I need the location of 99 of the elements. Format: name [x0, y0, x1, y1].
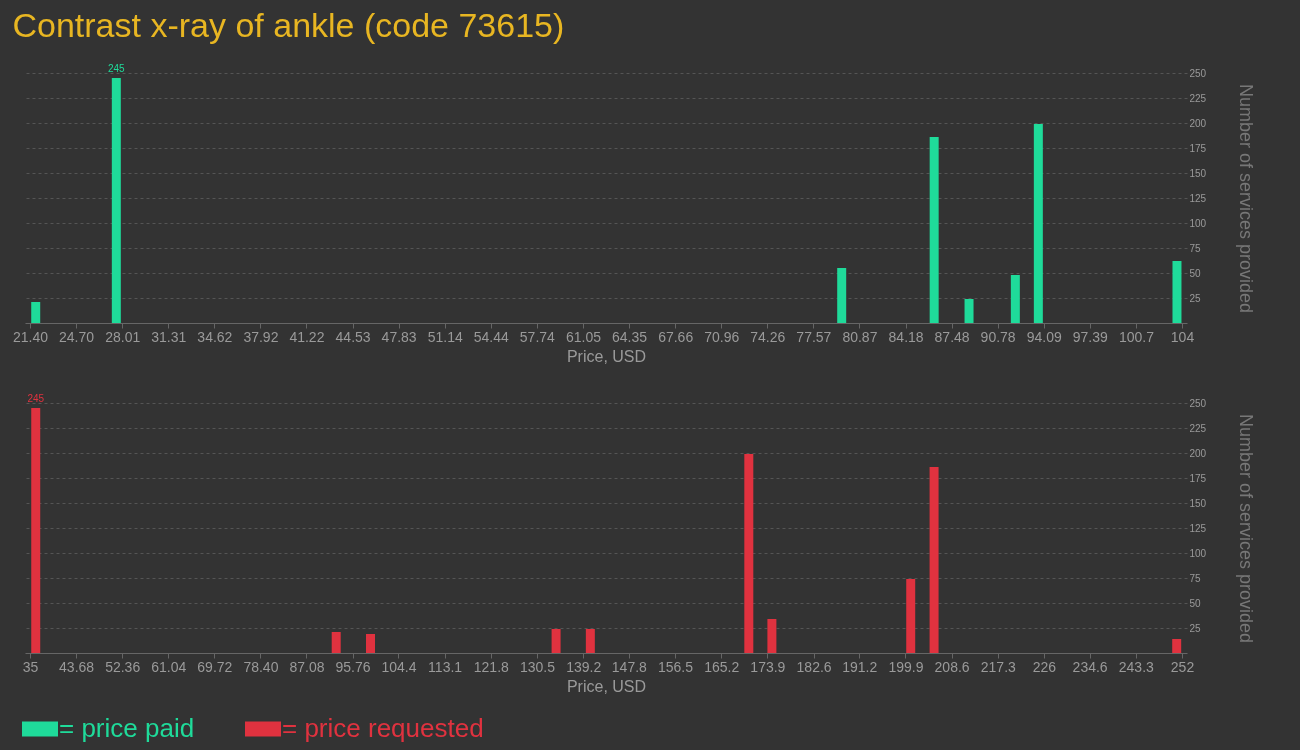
y-axis-title: Number of services provided [1236, 83, 1257, 314]
x-tick-label: 44.53 [335, 328, 371, 345]
x-tick-label: 104.4 [381, 658, 417, 675]
y-tick-label: 25 [1189, 292, 1202, 304]
x-tick-label: 57.74 [519, 328, 556, 345]
x-tick-label: 47.83 [381, 328, 417, 345]
bar [331, 632, 341, 653]
y-tick-label: 200 [1189, 447, 1207, 459]
y-tick-label: 150 [1189, 497, 1207, 509]
x-tick-label: 121.8 [473, 658, 510, 675]
x-tick-label: 31.31 [151, 328, 187, 345]
x-tick-label: 43.68 [59, 658, 95, 675]
x-tick-label: 173.9 [750, 658, 786, 675]
x-tick-label: 243.3 [1118, 658, 1155, 675]
chart-title: Contrast x-ray of ankle (code 73615) [12, 6, 565, 44]
x-tick-label: 51.14 [427, 328, 463, 345]
bar [929, 467, 939, 653]
bar [964, 299, 974, 323]
x-tick-label: 147.8 [611, 658, 648, 675]
y-tick-label: 250 [1189, 397, 1207, 409]
x-tick-label: 64.35 [611, 328, 648, 345]
data-label: 245 [27, 393, 45, 404]
x-tick-label: 70.96 [704, 328, 740, 345]
x-tick-label: 234.6 [1072, 658, 1108, 675]
bar [366, 634, 375, 653]
y-tick-label: 250 [1189, 67, 1207, 79]
y-tick-label: 50 [1189, 597, 1202, 609]
x-tick-label: 54.44 [473, 328, 510, 345]
x-tick-label: 21.40 [12, 328, 49, 345]
bar [1010, 275, 1020, 323]
y-tick-label: 100 [1189, 217, 1207, 229]
y-tick-label: 175 [1189, 142, 1207, 154]
x-tick-label: 69.72 [197, 658, 233, 675]
x-tick-label: 77.57 [796, 328, 832, 345]
x-tick-label: 104 [1170, 328, 1195, 345]
x-tick-label: 61.05 [565, 328, 602, 345]
x-tick-label: 97.39 [1072, 328, 1109, 345]
x-tick-label: 94.09 [1026, 328, 1063, 345]
x-tick-label: 87.48 [934, 328, 970, 345]
y-tick-label: 125 [1189, 522, 1207, 534]
y-tick-label: 175 [1189, 472, 1207, 484]
x-tick-label: 130.5 [519, 658, 556, 675]
x-tick-label: 139.2 [566, 658, 602, 675]
x-tick-label: 28.01 [105, 328, 141, 345]
bar [744, 454, 754, 653]
x-tick-label: 87.08 [289, 658, 325, 675]
bar [31, 302, 41, 323]
y-tick-label: 100 [1189, 547, 1207, 559]
x-tick-label: 90.78 [980, 328, 1016, 345]
bar [837, 268, 847, 323]
x-tick-label: 41.22 [289, 328, 325, 345]
x-axis-title: Price, USD [566, 677, 647, 695]
x-tick-label: 165.2 [704, 658, 740, 675]
x-tick-label: 156.5 [657, 658, 694, 675]
x-tick-label: 199.9 [888, 658, 924, 675]
bar [906, 579, 916, 653]
x-tick-label: 208.6 [934, 658, 970, 675]
y-tick-label: 75 [1189, 242, 1202, 254]
y-tick-label: 125 [1189, 192, 1207, 204]
bar [1033, 124, 1043, 323]
x-tick-label: 217.3 [980, 658, 1017, 675]
x-tick-label: 37.92 [243, 328, 279, 345]
x-tick-label: 24.70 [59, 328, 95, 345]
x-tick-label: 252 [1170, 658, 1195, 675]
x-tick-label: 226 [1032, 658, 1057, 675]
x-tick-label: 61.04 [151, 658, 187, 675]
x-tick-label: 191.2 [842, 658, 878, 675]
bar [551, 629, 561, 653]
bar [929, 137, 939, 323]
bar [585, 629, 595, 653]
x-tick-label: 34.62 [197, 328, 233, 345]
y-axis-title: Number of services provided [1236, 413, 1257, 644]
y-tick-label: 225 [1189, 92, 1207, 104]
bar [31, 408, 41, 653]
bar [1172, 261, 1182, 323]
y-tick-label: 75 [1189, 572, 1202, 584]
x-tick-label: 52.36 [105, 658, 141, 675]
x-tick-label: 84.18 [888, 328, 924, 345]
data-label: 245 [107, 63, 126, 74]
y-tick-label: 150 [1189, 167, 1207, 179]
x-tick-label: 74.26 [750, 328, 786, 345]
legend-label: = price requested [282, 713, 484, 743]
x-tick-label: 95.76 [335, 658, 371, 675]
x-tick-label: 78.40 [243, 658, 279, 675]
x-tick-label: 80.87 [842, 328, 878, 345]
x-tick-label: 35 [22, 658, 39, 675]
x-tick-label: 67.66 [658, 328, 694, 345]
y-tick-label: 50 [1189, 267, 1202, 279]
y-tick-label: 200 [1189, 117, 1207, 129]
x-tick-label: 182.6 [796, 658, 832, 675]
y-tick-label: 25 [1189, 622, 1202, 634]
x-axis-title: Price, USD [566, 347, 647, 365]
legend-label: = price paid [59, 713, 195, 743]
x-tick-label: 100.7 [1118, 328, 1155, 345]
bar [1172, 639, 1182, 653]
bar [111, 78, 121, 323]
y-tick-label: 225 [1189, 422, 1207, 434]
x-tick-label: 113.1 [428, 658, 463, 675]
bar [767, 619, 777, 653]
